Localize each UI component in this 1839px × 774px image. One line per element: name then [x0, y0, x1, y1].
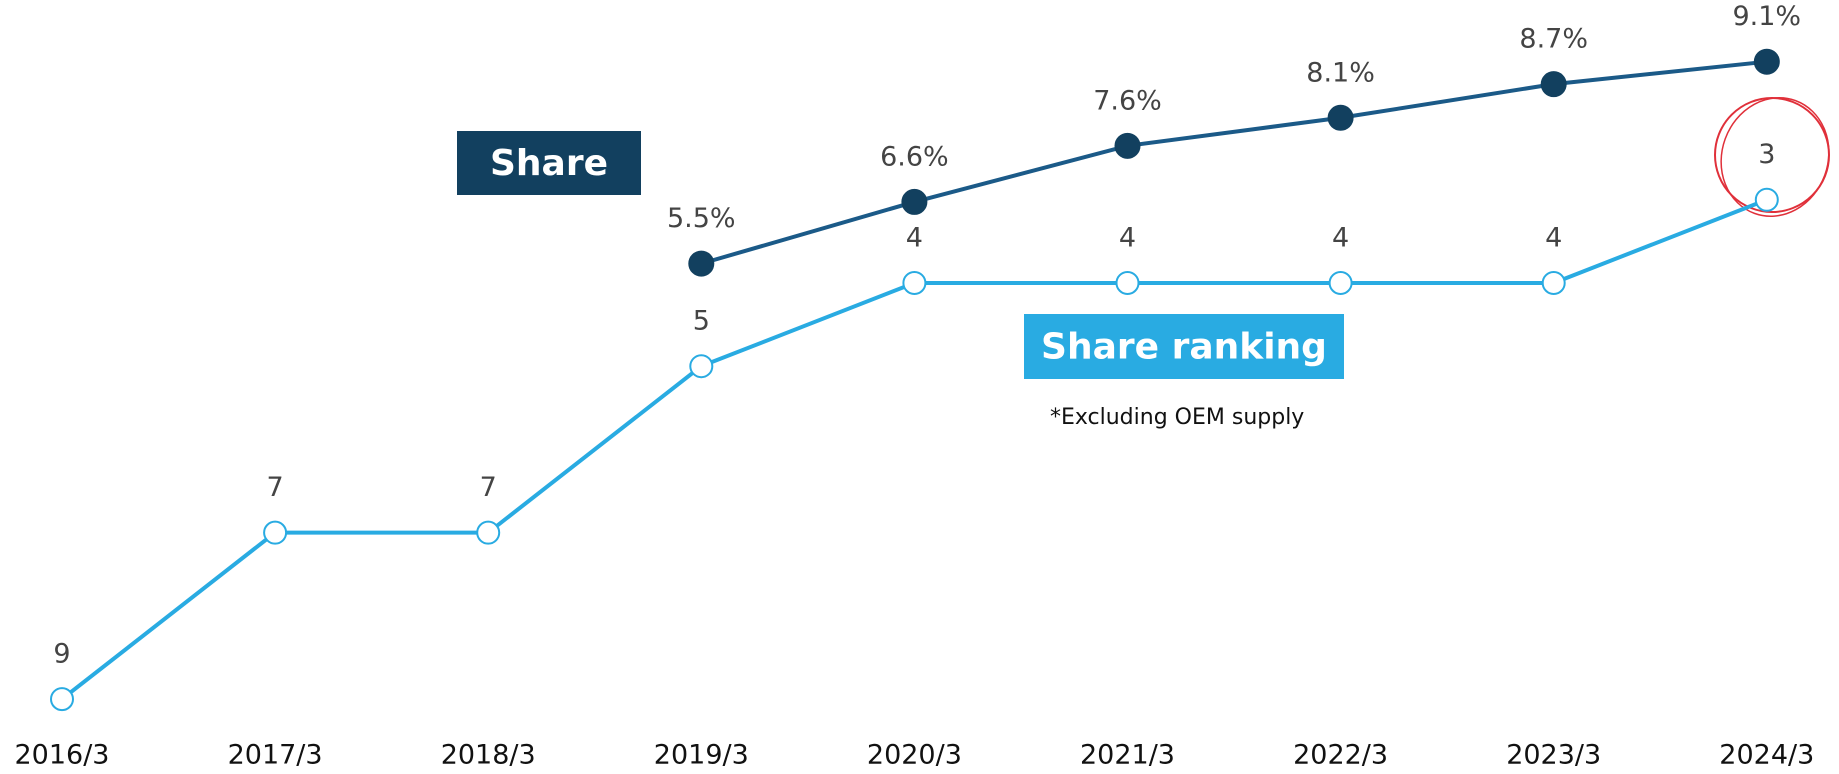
note: *Excluding OEM supply: [1050, 405, 1304, 430]
highlight-circle: [1720, 97, 1830, 217]
marker: [476, 520, 501, 545]
marker: [689, 354, 714, 379]
data-label: 4: [1545, 222, 1562, 253]
x-tick-label: 2020/3: [867, 740, 962, 771]
legend-box: [1024, 314, 1344, 379]
x-tick-label: 2023/3: [1506, 740, 1601, 771]
x-tick-label: 2019/3: [654, 740, 749, 771]
data-label: 9: [53, 639, 70, 670]
legend-label: Share: [490, 143, 608, 184]
data-label: 4: [906, 222, 923, 253]
data-label: 6.6%: [880, 141, 949, 172]
data-label: 8.7%: [1519, 24, 1588, 55]
x-tick-label: 2017/3: [228, 740, 323, 771]
data-label: 4: [1119, 222, 1136, 253]
data-label: 5.5%: [667, 203, 736, 234]
marker: [688, 250, 715, 277]
marker: [263, 520, 288, 545]
series-line: [700, 59, 1768, 266]
data-label: 7.6%: [1093, 85, 1162, 116]
marker: [1328, 270, 1353, 295]
marker: [1327, 104, 1354, 131]
marker: [1115, 270, 1140, 295]
marker: [1754, 187, 1779, 212]
marker: [1540, 71, 1567, 98]
x-tick-label: 2016/3: [15, 740, 110, 771]
data-label: 3: [1758, 139, 1775, 170]
data-label: 7: [267, 472, 284, 503]
x-tick-label: 2022/3: [1293, 740, 1388, 771]
data-label: 4: [1332, 222, 1349, 253]
legend-label: Share ranking: [1041, 327, 1327, 368]
data-label: 8.1%: [1306, 57, 1375, 88]
legend-box: [457, 131, 641, 195]
marker: [1541, 270, 1566, 295]
data-label: 9.1%: [1732, 1, 1801, 32]
marker: [50, 687, 74, 712]
marker: [1114, 132, 1141, 159]
marker: [902, 270, 927, 295]
data-label: 7: [480, 472, 497, 503]
marker: [1753, 48, 1780, 75]
x-tick-label: 2024/3: [1719, 740, 1814, 771]
x-tick-label: 2018/3: [441, 740, 536, 771]
data-label: 5: [693, 306, 710, 337]
marker: [901, 188, 928, 215]
x-tick-label: 2021/3: [1080, 740, 1175, 771]
